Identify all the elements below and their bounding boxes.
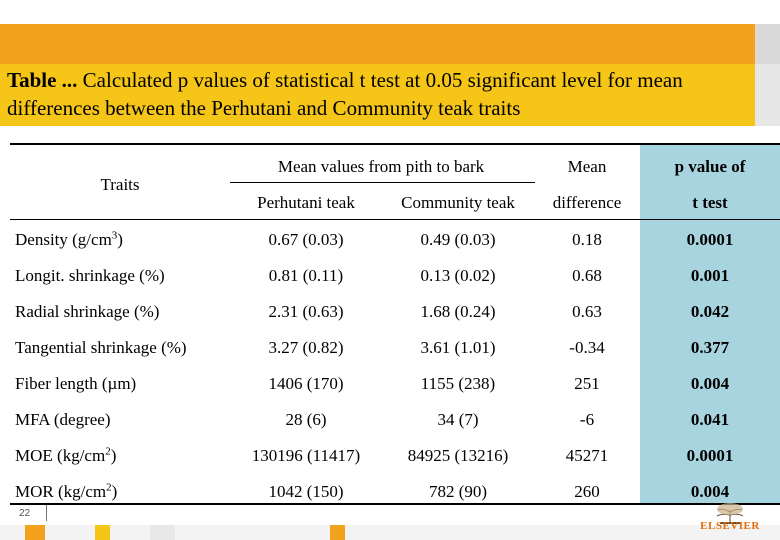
cell-community: 34 (7) bbox=[437, 410, 479, 429]
cell-trait: Density (g/cm3) bbox=[15, 230, 123, 250]
cell-community: 3.61 (1.01) bbox=[420, 338, 496, 357]
cell-community: 0.13 (0.02) bbox=[420, 266, 496, 285]
cell-p-value: 0.0001 bbox=[686, 230, 734, 249]
bottom-strip bbox=[0, 525, 780, 540]
cell-mean-difference: -6 bbox=[579, 410, 595, 429]
page-number-divider bbox=[46, 505, 47, 521]
bottom-strip-accent bbox=[25, 525, 45, 540]
trait-name: Longit. shrinkage (%) bbox=[15, 266, 165, 285]
table-top-rule bbox=[10, 143, 780, 145]
header-mean-line1: Mean bbox=[567, 157, 607, 176]
cell-perhutani: 2.31 (0.63) bbox=[268, 302, 344, 321]
cell-trait: MFA (degree) bbox=[15, 410, 111, 430]
group-header-rule bbox=[230, 182, 535, 183]
cell-community: 782 (90) bbox=[428, 482, 488, 501]
bottom-strip-accent bbox=[150, 525, 175, 540]
trait-unit-close: ) bbox=[117, 230, 123, 249]
cell-trait: MOE (kg/cm2) bbox=[15, 446, 116, 466]
header-gray-bar bbox=[755, 24, 780, 64]
trait-unit-close: ) bbox=[111, 482, 118, 501]
cell-community: 84925 (13216) bbox=[407, 446, 509, 465]
trait-name: Fiber length (µm) bbox=[15, 374, 137, 393]
cell-mean-difference: 251 bbox=[574, 374, 600, 393]
cell-perhutani: 1406 (170) bbox=[268, 374, 344, 393]
cell-trait: Fiber length (µm) bbox=[15, 374, 136, 394]
slide-title: Table ... Calculated p values of statist… bbox=[7, 66, 752, 122]
cell-trait: Tangential shrinkage (%) bbox=[15, 338, 187, 358]
trait-unit-exponent: 2 bbox=[106, 481, 112, 494]
cell-p-value: 0.004 bbox=[690, 374, 730, 393]
trait-name: MOR (kg/cm bbox=[15, 482, 107, 501]
trait-name: Density (g/cm bbox=[15, 230, 112, 249]
cell-community: 1.68 (0.24) bbox=[420, 302, 496, 321]
bottom-strip-accent bbox=[330, 525, 345, 540]
title-prefix: Table ... bbox=[7, 68, 78, 92]
trait-unit-close: ) bbox=[110, 446, 117, 465]
cell-p-value: 0.042 bbox=[690, 302, 730, 321]
cell-mean-difference: 0.18 bbox=[572, 230, 602, 249]
cell-mean-difference: 260 bbox=[574, 482, 600, 501]
cell-community: 0.49 (0.03) bbox=[420, 230, 496, 249]
elsevier-logo: ELSEVIER bbox=[690, 500, 770, 538]
cell-p-value: 0.001 bbox=[690, 266, 730, 285]
cell-perhutani: 0.67 (0.03) bbox=[268, 230, 344, 249]
cell-trait: Radial shrinkage (%) bbox=[15, 302, 159, 322]
cell-p-value: 0.0001 bbox=[686, 446, 734, 465]
p-value-column-highlight bbox=[640, 145, 780, 505]
cell-perhutani: 130196 (11417) bbox=[251, 446, 361, 465]
cell-p-value: 0.377 bbox=[690, 338, 730, 357]
cell-perhutani: 0.81 (0.11) bbox=[268, 266, 344, 285]
header-p-line1: p value of bbox=[674, 157, 746, 176]
cell-p-value: 0.041 bbox=[690, 410, 730, 429]
logo-text: ELSEVIER bbox=[700, 520, 760, 532]
tree-icon bbox=[716, 503, 744, 524]
header-p-line2: t test bbox=[692, 193, 728, 212]
header-mean-values-group: Mean values from pith to bark bbox=[277, 157, 485, 176]
cell-trait: MOR (kg/cm2) bbox=[15, 482, 117, 502]
trait-name: Tangential shrinkage (%) bbox=[15, 338, 187, 357]
header-bottom-rule bbox=[10, 219, 780, 220]
header-mean-line2: difference bbox=[552, 193, 622, 212]
cell-mean-difference: 45271 bbox=[565, 446, 609, 465]
table-bottom-rule bbox=[10, 503, 780, 505]
page-number: 22 bbox=[19, 508, 31, 519]
header-perhutani: Perhutani teak bbox=[257, 193, 355, 212]
cell-mean-difference: 0.63 bbox=[572, 302, 602, 321]
side-gray-strip bbox=[755, 64, 780, 126]
cell-perhutani: 28 (6) bbox=[285, 410, 327, 429]
cell-community: 1155 (238) bbox=[420, 374, 496, 393]
trait-unit-exponent: 3 bbox=[111, 229, 118, 242]
cell-mean-difference: -0.34 bbox=[569, 338, 605, 357]
header-traits: Traits bbox=[100, 175, 140, 194]
title-box bbox=[0, 64, 755, 126]
title-body: Calculated p values of statistical t tes… bbox=[7, 68, 683, 120]
trait-unit-exponent: 2 bbox=[105, 445, 111, 458]
bottom-strip-accent bbox=[95, 525, 110, 540]
cell-perhutani: 3.27 (0.82) bbox=[268, 338, 344, 357]
cell-trait: Longit. shrinkage (%) bbox=[15, 266, 165, 286]
trait-name: MFA (degree) bbox=[15, 410, 111, 429]
header-community: Community teak bbox=[401, 193, 515, 212]
cell-mean-difference: 0.68 bbox=[572, 266, 602, 285]
header-orange-bar bbox=[0, 24, 755, 64]
cell-perhutani: 1042 (150) bbox=[268, 482, 344, 501]
trait-name: MOE (kg/cm bbox=[15, 446, 106, 465]
trait-name: Radial shrinkage (%) bbox=[15, 302, 160, 321]
cell-p-value: 0.004 bbox=[690, 482, 730, 501]
